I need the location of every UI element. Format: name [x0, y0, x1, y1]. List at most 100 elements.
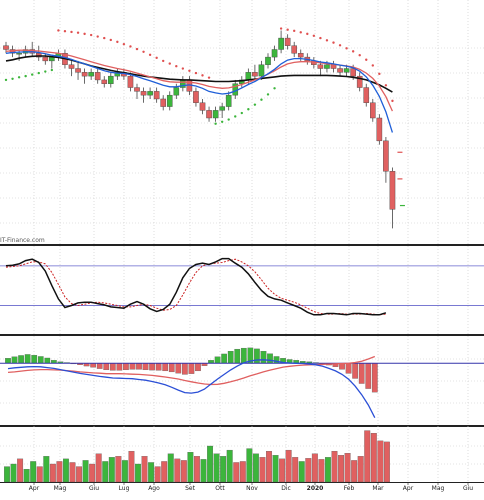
- psar-dot-32: [214, 122, 217, 125]
- macd-bar-32: [214, 356, 221, 364]
- volume-bar-6: [43, 456, 50, 483]
- macd-bar-6: [44, 357, 51, 364]
- month-label-11: Feb: [344, 485, 355, 492]
- psar-dot-1: [11, 77, 14, 80]
- psar-dot-31: [207, 76, 211, 79]
- price-panel: [3, 27, 405, 229]
- psar-dot-50: [332, 41, 335, 44]
- psar-dot-57: [378, 72, 381, 76]
- month-label-13: Apr: [403, 485, 414, 492]
- volume-bar-7: [49, 463, 56, 483]
- month-label-9: Dic: [281, 485, 291, 492]
- psar-dot-3: [24, 74, 27, 78]
- volume-bar-33: [220, 456, 227, 483]
- volume-panel: [4, 430, 390, 483]
- psar-dot-33: [220, 120, 224, 124]
- volume-bar-57: [377, 440, 384, 483]
- volume-bar-23: [154, 466, 161, 483]
- month-label-7: Ott: [215, 485, 225, 492]
- volume-bar-20: [135, 463, 141, 483]
- psar-dot-41: [273, 87, 276, 90]
- psar-dot-9: [63, 30, 67, 33]
- stochastic-panel: [0, 257, 484, 316]
- candle-body-11: [75, 68, 81, 73]
- macd-bar-53: [352, 363, 359, 379]
- psar-dot-12: [83, 32, 86, 36]
- candle-body-56: [370, 102, 376, 119]
- psar-dot-58: [384, 84, 388, 87]
- candle-body-13: [88, 72, 94, 77]
- psar-dot-53: [351, 50, 355, 53]
- macd-bar-33: [221, 353, 227, 364]
- macd-bar-23: [155, 363, 162, 371]
- psar-dot-20: [135, 47, 139, 51]
- psar-dot-54: [358, 53, 361, 57]
- psar-dot-47: [312, 34, 316, 37]
- psar-dot-37: [247, 108, 250, 111]
- volume-bar-45: [298, 461, 305, 483]
- psar-dot-15: [103, 36, 106, 40]
- volume-bar-56: [370, 432, 377, 483]
- volume-bar-2: [17, 458, 24, 483]
- psar-dot-0: [4, 78, 8, 82]
- volume-bar-38: [252, 453, 259, 483]
- macd-bar-38: [254, 348, 260, 364]
- psar-dot-14: [96, 35, 99, 38]
- candle-body-41: [271, 49, 278, 58]
- volume-bar-34: [226, 449, 233, 483]
- month-label-5: Ago: [148, 485, 160, 492]
- candle-body-25: [166, 94, 173, 107]
- candle-body-42: [278, 37, 284, 50]
- psar-dot-51: [338, 44, 342, 47]
- psar-dot-34: [227, 118, 230, 121]
- macd-bar-25: [168, 363, 175, 373]
- volume-bar-42: [279, 458, 286, 483]
- watermark-label: IT-Finance.com: [0, 237, 45, 244]
- macd-bar-39: [260, 351, 267, 364]
- candle-body-14: [94, 72, 101, 81]
- psar-dot-36: [240, 111, 243, 115]
- volume-bar-58: [383, 441, 390, 483]
- volume-bar-5: [36, 466, 43, 483]
- candle-body-59: [389, 171, 396, 210]
- volume-bar-37: [246, 448, 253, 483]
- month-label-8: Nov: [246, 485, 258, 492]
- candle-body-6: [42, 56, 49, 62]
- candle-body-44: [291, 45, 298, 54]
- psar-dot-48: [319, 36, 322, 40]
- volume-bar-40: [266, 450, 272, 483]
- macd-bar-5: [37, 356, 44, 364]
- volume-bar-0: [4, 466, 10, 483]
- macd-bar-16: [109, 363, 116, 371]
- candle-body-12: [81, 72, 88, 77]
- candle-body-21: [140, 91, 147, 96]
- psar-dot-21: [142, 50, 145, 53]
- candle-body-16: [107, 75, 114, 84]
- volume-bar-44: [292, 457, 299, 483]
- candle-body-52: [343, 68, 350, 73]
- candle-body-5: [35, 53, 42, 58]
- candle-body-48: [317, 64, 324, 69]
- psar-dot-29: [194, 71, 198, 75]
- volume-bar-49: [324, 457, 331, 483]
- macd-bar-0: [5, 358, 11, 364]
- panel-divider-1: [0, 244, 484, 246]
- psar-dot-45: [299, 31, 302, 34]
- psar-dot-8: [57, 29, 60, 32]
- macd-panel: [0, 347, 484, 418]
- candle-body-26: [173, 87, 180, 96]
- candle-body-22: [147, 91, 153, 96]
- macd-bar-14: [96, 363, 103, 369]
- psar-dot-39: [260, 98, 263, 101]
- macd-bar-36: [240, 347, 247, 364]
- macd-bar-17: [116, 363, 123, 371]
- month-label-3: Giu: [89, 485, 99, 492]
- volume-bar-13: [89, 463, 96, 483]
- volume-bar-41: [272, 455, 279, 483]
- candle-body-43: [284, 37, 291, 46]
- volume-bar-19: [128, 450, 135, 483]
- candle-body-34: [225, 94, 232, 107]
- macd-bar-2: [18, 355, 24, 364]
- volume-bar-16: [108, 457, 115, 483]
